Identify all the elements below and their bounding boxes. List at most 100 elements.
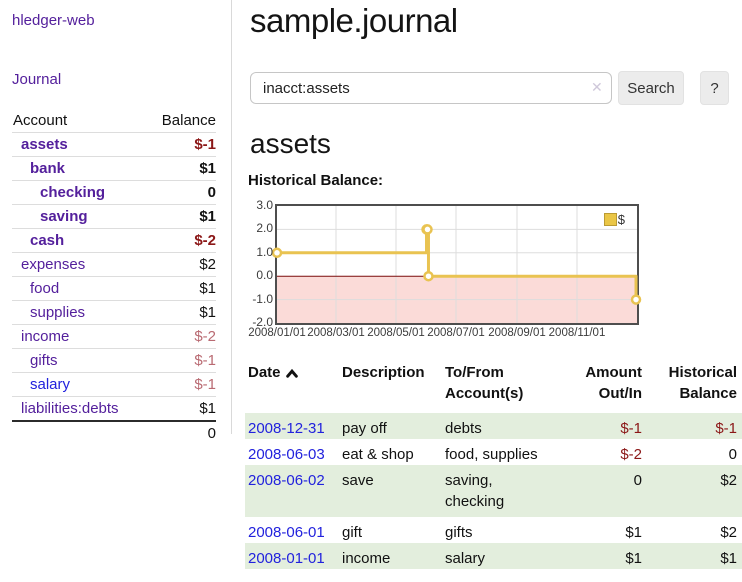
- transaction-accounts: saving, checking: [445, 472, 505, 510]
- x-axis-tick-label: 2008/03/01: [307, 327, 365, 339]
- account-balance: $-2: [194, 328, 216, 345]
- account-link[interactable]: gifts: [30, 352, 58, 369]
- clear-search-icon[interactable]: ✕: [591, 79, 603, 95]
- account-link[interactable]: salary: [30, 376, 71, 393]
- account-link[interactable]: food: [30, 280, 60, 297]
- account-link[interactable]: checking: [40, 184, 106, 201]
- account-row-saving: saving $1: [12, 204, 216, 228]
- x-axis-tick-label: 2008/01/01: [248, 327, 306, 339]
- transaction-description: pay off: [342, 420, 387, 437]
- help-button[interactable]: ?: [700, 71, 729, 105]
- transaction-balance: $-1: [715, 420, 737, 437]
- transaction-date-link[interactable]: 2008-06-02: [248, 472, 325, 489]
- account-row-gifts: gifts $-1: [12, 348, 216, 372]
- y-axis-tick-label: 0.0: [256, 268, 273, 283]
- x-axis-tick-label: 2008/11/01: [548, 327, 606, 339]
- register-row: 2008-06-01 gift gifts $1 $2: [245, 517, 742, 543]
- account-heading: assets: [250, 128, 331, 159]
- transaction-balance: $1: [720, 550, 737, 567]
- account-row-cash: cash $-2: [12, 228, 216, 252]
- account-balance: 0: [207, 184, 216, 201]
- balance-column-header: Historical Balance: [668, 364, 737, 402]
- transaction-description: income: [342, 550, 391, 567]
- account-balance: $-1: [194, 352, 216, 369]
- account-row-assets: assets $-1: [12, 132, 216, 156]
- transaction-date-link[interactable]: 2008-06-03: [248, 446, 325, 463]
- transaction-amount: $1: [625, 550, 642, 567]
- transaction-accounts: gifts: [445, 524, 473, 541]
- transaction-description: save: [342, 472, 374, 489]
- legend-label: $: [617, 212, 625, 227]
- transaction-date-link[interactable]: 2008-06-01: [248, 524, 325, 541]
- balance-column-header: Balance: [161, 111, 216, 129]
- transaction-amount: $-1: [620, 420, 642, 437]
- account-row-food: food $1: [12, 276, 216, 300]
- transaction-date-link[interactable]: 2008-01-01: [248, 550, 325, 567]
- account-balance: $2: [199, 256, 216, 273]
- accounts-table-header: Account Balance: [12, 108, 216, 132]
- y-axis-tick-label: -1.0: [252, 291, 273, 306]
- register-header-row: Date Description To/From Account(s) Amou…: [245, 358, 742, 413]
- account-row-bank: bank $1: [12, 156, 216, 180]
- account-row-checking: checking 0: [12, 180, 216, 204]
- account-row-salary: salary $-1: [12, 372, 216, 396]
- sort-ascending-icon: [285, 368, 298, 378]
- search-input[interactable]: [250, 72, 612, 104]
- description-column-header: Description: [342, 364, 425, 381]
- transaction-accounts: salary: [445, 550, 486, 567]
- account-balance: $-1: [194, 136, 216, 153]
- x-axis-tick-label: 2008/09/01: [488, 327, 546, 339]
- account-balance: $-1: [194, 376, 216, 393]
- account-balance: $1: [199, 160, 216, 177]
- transaction-amount: $1: [625, 524, 642, 541]
- account-link[interactable]: assets: [21, 136, 68, 153]
- transaction-description: gift: [342, 524, 363, 541]
- transaction-amount: $-2: [620, 446, 642, 463]
- y-axis-tick-label: 3.0: [256, 198, 273, 212]
- tofrom-column-header: To/From Account(s): [445, 364, 524, 402]
- account-row-expenses: expenses $2: [12, 252, 216, 276]
- account-link[interactable]: liabilities:debts: [21, 400, 119, 417]
- amount-column-header: Amount Out/In: [585, 364, 642, 402]
- register-row: 2008-06-02 save saving, checking 0 $2: [245, 465, 742, 517]
- x-axis-tick-label: 2008/05/01: [367, 327, 425, 339]
- y-axis-tick-label: -2.0: [252, 315, 273, 329]
- account-link[interactable]: bank: [30, 160, 66, 177]
- transaction-date-link[interactable]: 2008-12-31: [248, 420, 325, 437]
- account-link[interactable]: cash: [30, 232, 65, 249]
- account-balance: $-2: [194, 232, 216, 249]
- app-title-link[interactable]: hledger-web: [12, 12, 95, 29]
- journal-nav-link[interactable]: Journal: [12, 71, 62, 88]
- account-row-liabilities-debts: liabilities:debts $1: [12, 396, 216, 420]
- search-button[interactable]: Search: [618, 71, 684, 105]
- date-column-header[interactable]: Date: [245, 358, 342, 404]
- account-row-income: income $-2: [12, 324, 216, 348]
- account-link[interactable]: saving: [40, 208, 88, 225]
- y-axis-tick-label: 1.0: [256, 244, 273, 259]
- accounts-table: Account Balance assets $-1 bank $1 check…: [12, 108, 216, 444]
- sidebar: hledger-web Journal Account Balance asse…: [0, 0, 232, 442]
- accounts-total-value: 0: [207, 424, 216, 442]
- transaction-balance: $2: [720, 524, 737, 541]
- register-row: 2008-12-31 pay off debts $-1 $-1: [245, 413, 742, 439]
- account-link[interactable]: income: [21, 328, 70, 345]
- transaction-balance: $2: [720, 472, 737, 489]
- register-row: 2008-06-03 eat & shop food, supplies $-2…: [245, 439, 742, 465]
- register-row: 2008-01-01 income salary $1 $1: [245, 543, 742, 569]
- account-column-header: Account: [13, 111, 68, 129]
- legend-swatch: [603, 213, 617, 226]
- chart-title: Historical Balance:: [248, 172, 384, 189]
- x-axis-tick-label: 2008/07/01: [427, 327, 485, 339]
- register-table: Date Description To/From Account(s) Amou…: [245, 358, 742, 569]
- account-link[interactable]: expenses: [21, 256, 86, 273]
- accounts-total-row: 0: [12, 420, 216, 444]
- account-balance: $1: [199, 208, 216, 225]
- transaction-accounts: food, supplies: [445, 446, 538, 463]
- account-balance: $1: [199, 400, 216, 417]
- account-row-supplies: supplies $1: [12, 300, 216, 324]
- account-link[interactable]: supplies: [30, 304, 86, 321]
- page-title: sample.journal: [250, 2, 458, 39]
- account-balance: $1: [199, 304, 216, 321]
- transaction-accounts: debts: [445, 420, 482, 437]
